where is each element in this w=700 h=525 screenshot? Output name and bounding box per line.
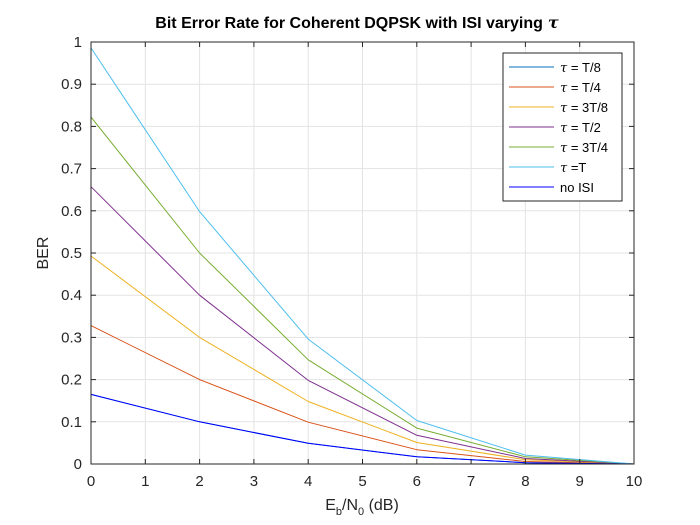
x-tick-label: 1 (141, 473, 149, 490)
series-layer (90, 47, 635, 465)
x-tick-label: 10 (626, 473, 643, 490)
legend-entry-label: = 3T/8 (567, 100, 608, 115)
legend-entry: τ = T/8 (560, 60, 601, 76)
legend-entry: τ = 3T/8 (560, 100, 608, 116)
legend-entry: τ = 3T/4 (560, 140, 608, 156)
legend-entry-symbol: τ (560, 161, 568, 176)
y-axis-label: BER (35, 237, 52, 270)
legend-entry: no ISI (560, 180, 594, 195)
x-tick-label: 9 (576, 473, 584, 490)
x-tick-label: 5 (358, 473, 366, 490)
tick-layer: 0 1 2 3 4 5 6 7 8 9 10 0 0.1 0.2 0.3 0.4 0.5 0.6 0.7 0.8 0.9… (61, 34, 642, 490)
y-tick-label: 0.1 (61, 414, 82, 431)
legend-entry: τ = T/4 (560, 80, 601, 96)
legend-entry-label: no ISI (560, 180, 594, 195)
x-tick-label: 8 (521, 473, 529, 490)
y-tick-label: 0.4 (61, 287, 82, 304)
y-tick-label: 0.6 (61, 203, 82, 220)
series-line-6 (90, 393, 635, 465)
legend-entry-label: = 3T/4 (567, 140, 608, 155)
x-tick-label: 3 (250, 473, 258, 490)
series-line-3 (90, 186, 635, 465)
legend-entry: τ = T/2 (560, 120, 601, 136)
legend-entry-symbol: τ (560, 141, 568, 156)
x-tick-label: 0 (87, 473, 95, 490)
x-axis-label: Eb/N0 (dB) (325, 497, 399, 518)
x-tick-label: 2 (195, 473, 203, 490)
legend-entry-symbol: τ (560, 121, 568, 136)
series-line-5 (90, 47, 635, 465)
chart-title-symbol: τ (548, 13, 559, 32)
legend-entry-label: = T/2 (567, 120, 601, 135)
series-line-2 (90, 255, 635, 465)
legend-entry-symbol: τ (560, 61, 568, 76)
y-tick-label: 0.2 (61, 372, 82, 389)
legend-entry-label: = T/8 (567, 60, 601, 75)
legend-entry-label: =T (567, 160, 586, 175)
y-tick-label: 0.5 (61, 245, 82, 262)
y-tick-label: 1 (74, 34, 82, 51)
y-tick-label: 0.7 (61, 161, 82, 178)
y-tick-label: 0.8 (61, 118, 82, 135)
legend-entry-symbol: τ (560, 81, 568, 96)
y-tick-label: 0.3 (61, 329, 82, 346)
legend-entry: τ =T (560, 160, 586, 176)
series-line-4 (90, 116, 635, 465)
series-line-1 (90, 325, 635, 465)
y-tick-label: 0 (74, 456, 82, 473)
chart-title: Bit Error Rate for Coherent DQPSK with I… (155, 13, 559, 32)
legend-entry-symbol: τ (560, 101, 568, 116)
x-tick-label: 7 (467, 473, 475, 490)
legend: τ = T/8τ = T/4τ = 3T/8τ = T/2τ = 3T/4τ =… (502, 52, 623, 202)
x-tick-label: 4 (304, 473, 312, 490)
legend-entry-label: = T/4 (567, 80, 601, 95)
x-tick-label: 6 (413, 473, 421, 490)
y-tick-label: 0.9 (61, 76, 82, 93)
chart-title-text: Bit Error Rate for Coherent DQPSK with I… (155, 15, 543, 32)
